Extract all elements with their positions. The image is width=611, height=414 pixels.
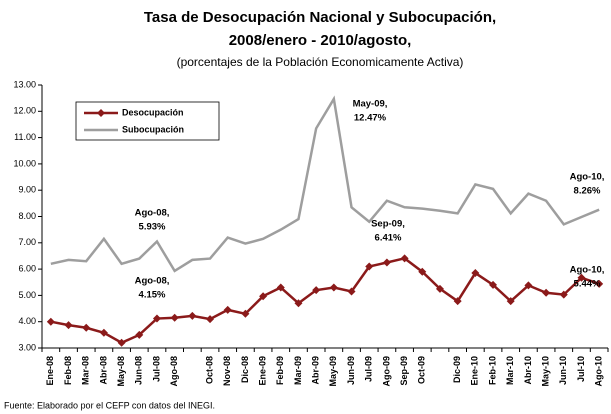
chart-title: 2008/enero - 2010/agosto, (229, 32, 412, 49)
data-point (188, 311, 197, 320)
y-tick-label: 3.00 (18, 342, 36, 352)
annotation: 8.26% (574, 186, 601, 197)
x-tick-label: Jul-08 (151, 356, 161, 382)
series-line (50, 256, 600, 345)
data-point (276, 283, 285, 292)
x-tick-label: Dic-09 (452, 356, 462, 383)
data-point (418, 267, 427, 276)
annotation: 5.93% (139, 222, 166, 233)
y-tick-label: 12.00 (13, 106, 36, 116)
data-point (577, 273, 586, 282)
data-point (489, 280, 498, 289)
annotation: 5.44% (574, 279, 601, 290)
x-tick-label: Abr-10 (523, 356, 533, 385)
x-tick-label: Feb-08 (63, 356, 73, 385)
data-point (294, 299, 303, 308)
source-note: Fuente: Elaborado por el CEFP con datos … (4, 400, 215, 410)
data-point (329, 283, 338, 292)
x-tick-label: Ene-09 (257, 356, 267, 386)
y-tick-label: 5.00 (18, 290, 36, 300)
chart-title: Tasa de Desocupación Nacional y Subocupa… (144, 9, 496, 26)
x-tick-label: Oct-09 (417, 356, 427, 384)
annotation: 12.47% (354, 113, 387, 124)
data-point (241, 309, 250, 318)
annotation: May-09, (353, 99, 388, 110)
x-tick-label: Feb-10 (487, 356, 497, 385)
data-point (595, 279, 604, 288)
x-tick-label: May-08 (116, 356, 126, 387)
x-tick-label: Abr-08 (98, 356, 108, 385)
x-tick-label: Jul-10 (576, 356, 586, 382)
x-tick-label: Ago-08 (169, 356, 179, 387)
x-tick-label: Jun-10 (558, 356, 568, 385)
data-point (559, 290, 568, 299)
data-point (259, 292, 268, 301)
annotation: Sep-09, (371, 219, 405, 230)
x-tick-label: Mar-10 (505, 356, 515, 385)
data-point (170, 313, 179, 322)
x-tick-label: Oct-08 (204, 356, 214, 384)
x-tick-label: May-09 (328, 356, 338, 387)
x-tick-label: Jun-08 (134, 356, 144, 385)
data-point (117, 338, 126, 347)
y-tick-label: 4.00 (18, 316, 36, 326)
chart-subtitle: (porcentajes de la Población Economicame… (177, 55, 464, 69)
data-point (524, 281, 533, 290)
data-point (312, 286, 321, 295)
x-tick-label: Feb-09 (275, 356, 285, 385)
x-tick-label: Jul-09 (364, 356, 374, 382)
x-tick-label: Jun-09 (346, 356, 356, 385)
x-tick-label: Mar-08 (81, 356, 91, 385)
data-point (382, 258, 391, 267)
annotation: Ago-08, (135, 208, 170, 219)
data-point (46, 317, 55, 326)
annotation: 6.41% (375, 233, 402, 244)
x-tick-label: Ago-10 (594, 356, 604, 387)
annotation: Ago-08, (135, 276, 170, 287)
data-point (223, 305, 232, 314)
x-tick-label: Mar-09 (293, 356, 303, 385)
x-tick-label: Ene-10 (470, 356, 480, 386)
y-tick-label: 7.00 (18, 237, 36, 247)
legend-label: Desocupación (122, 107, 184, 117)
legend-marker (97, 109, 105, 117)
legend-label: Subocupación (122, 124, 184, 134)
data-point (82, 323, 91, 332)
data-point (365, 262, 374, 271)
y-tick-label: 11.00 (14, 132, 36, 142)
x-tick-label: Sep-09 (399, 356, 409, 386)
y-tick-label: 10.00 (13, 158, 36, 168)
data-point (506, 297, 515, 306)
annotation: 4.15% (139, 290, 166, 301)
data-point (152, 314, 161, 323)
annotation: Ago-10, (570, 172, 605, 183)
data-point (453, 297, 462, 306)
data-point (64, 321, 73, 330)
data-point (435, 284, 444, 293)
data-point (347, 287, 356, 296)
x-tick-label: May-10 (540, 356, 550, 387)
x-tick-label: Abr-09 (311, 356, 321, 385)
y-tick-label: 6.00 (18, 263, 36, 273)
data-point (400, 254, 409, 263)
data-point (99, 328, 108, 337)
data-point (471, 269, 480, 278)
x-tick-label: Nov-08 (222, 356, 232, 386)
series-line (50, 95, 600, 273)
x-tick-label: Ago-09 (381, 356, 391, 387)
x-tick-label: Dic-08 (240, 356, 250, 383)
data-point (542, 288, 551, 297)
data-point (135, 330, 144, 339)
x-tick-label: Ene-08 (45, 356, 55, 386)
y-tick-label: 8.00 (18, 211, 36, 221)
annotation: Ago-10, (570, 265, 605, 276)
data-point (206, 315, 215, 324)
legend-box (75, 101, 220, 141)
y-tick-label: 9.00 (18, 185, 36, 195)
y-tick-label: 13.00 (13, 79, 36, 89)
